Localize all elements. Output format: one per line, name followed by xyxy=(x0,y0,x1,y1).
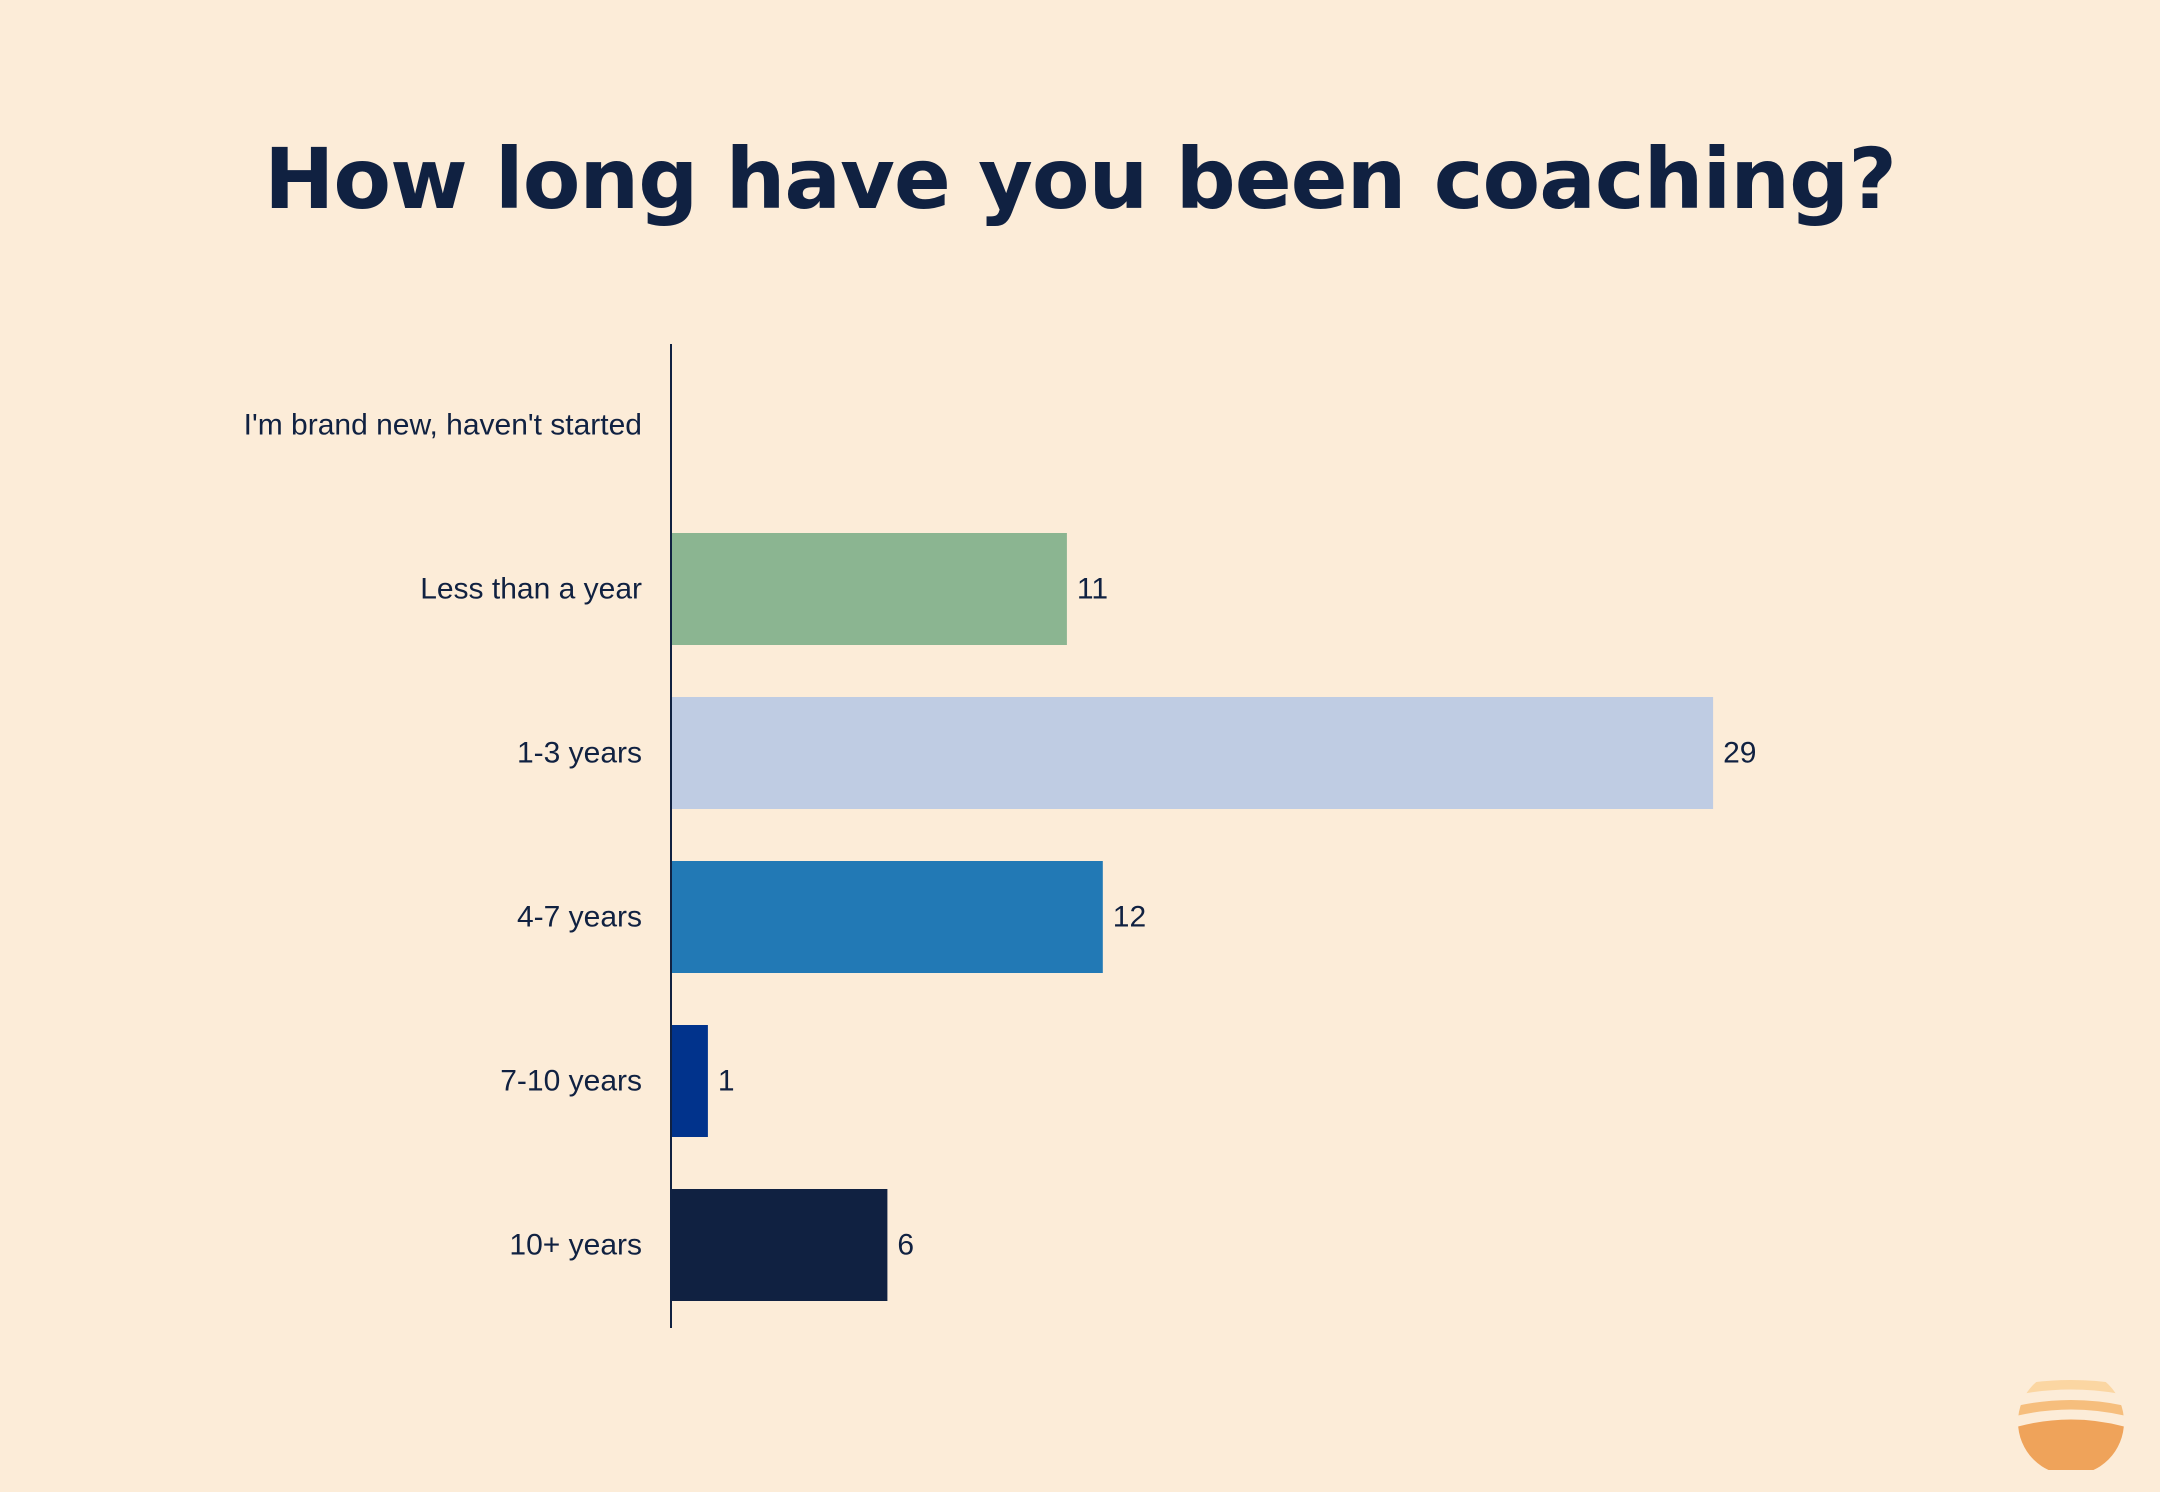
value-label: 1 xyxy=(718,1065,735,1098)
sun-stripes-logo-icon xyxy=(2018,1380,2124,1470)
category-label: 4-7 years xyxy=(517,901,642,934)
category-label: Less than a year xyxy=(420,573,642,606)
bar xyxy=(672,533,1067,645)
value-label: 6 xyxy=(897,1229,914,1262)
bars-layer xyxy=(672,533,1714,1301)
value-label: 11 xyxy=(1077,573,1108,606)
chart-title: How long have you been coaching? xyxy=(264,130,1897,228)
bar xyxy=(672,1025,708,1137)
labels-layer: I'm brand new, haven't started Less than … xyxy=(244,409,1757,1262)
category-label: I'm brand new, haven't started xyxy=(244,409,642,442)
category-label: 10+ years xyxy=(509,1229,642,1262)
bar xyxy=(672,861,1103,973)
value-label: 29 xyxy=(1723,737,1756,770)
bar xyxy=(672,1189,888,1301)
bar xyxy=(672,697,1714,809)
category-label: 1-3 years xyxy=(517,737,642,770)
value-label: 12 xyxy=(1113,901,1146,934)
category-label: 7-10 years xyxy=(500,1065,642,1098)
